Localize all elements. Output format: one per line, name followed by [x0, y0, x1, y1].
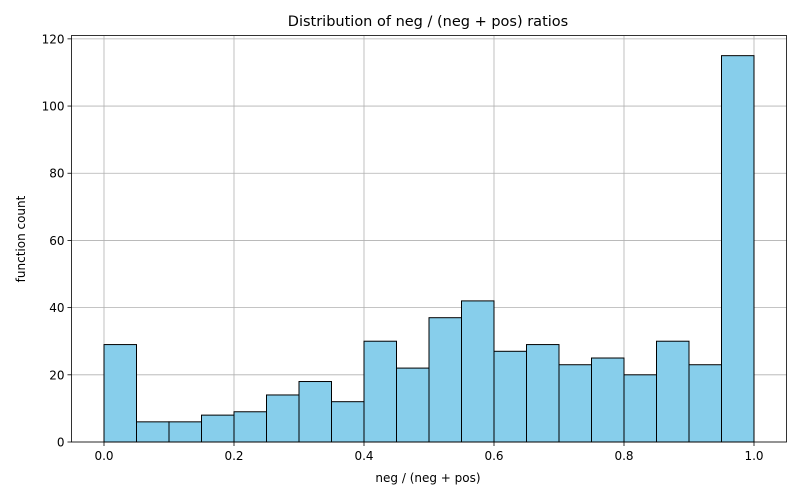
y-tick-label: 40 — [49, 301, 64, 315]
x-tick-label: 0.0 — [94, 449, 113, 463]
histogram-bar — [558, 364, 592, 443]
histogram-bar — [428, 317, 462, 443]
plot-frame — [71, 35, 787, 443]
x-tick-label: 0.6 — [484, 449, 503, 463]
x-axis-label: neg / (neg + pos) — [375, 471, 480, 485]
x-tick-label: 0.4 — [354, 449, 373, 463]
histogram-bar — [298, 381, 332, 443]
y-tick-label: 100 — [42, 100, 65, 114]
axes-layer — [71, 35, 787, 443]
histogram-bar — [363, 340, 397, 443]
y-tick-label: 80 — [49, 167, 64, 181]
histogram-bar — [233, 411, 267, 443]
histogram-bar — [201, 414, 235, 443]
x-tick-label: 1.0 — [744, 449, 763, 463]
x-tick-label: 0.2 — [224, 449, 243, 463]
histogram-bar — [168, 421, 202, 443]
chart-title: Distribution of neg / (neg + pos) ratios — [288, 14, 568, 30]
histogram-bar — [266, 394, 300, 443]
histogram-bar — [591, 357, 625, 443]
y-tick-label: 20 — [49, 368, 64, 382]
histogram-bar — [396, 367, 430, 443]
x-tick-label: 0.8 — [614, 449, 633, 463]
bars-layer — [103, 55, 755, 443]
histogram-bar — [526, 344, 560, 443]
y-tick-label: 120 — [42, 32, 65, 46]
histogram-bar — [493, 350, 527, 443]
histogram-bar — [656, 340, 690, 443]
histogram-bar — [688, 364, 722, 443]
histogram-bar — [136, 421, 170, 443]
y-axis-label: function count — [14, 195, 28, 282]
histogram-bar — [623, 374, 657, 443]
y-tick-label: 60 — [49, 234, 64, 248]
histogram-bar — [461, 300, 495, 443]
histogram-bar — [721, 55, 755, 443]
ticks-layer: 0.0 0.2 0.4 0.6 0.8 1.0 0 20 40 60 80 100 120 — [42, 32, 764, 463]
y-tick-label: 0 — [57, 436, 65, 450]
histogram-bar — [103, 344, 137, 443]
histogram-bar — [331, 401, 365, 443]
